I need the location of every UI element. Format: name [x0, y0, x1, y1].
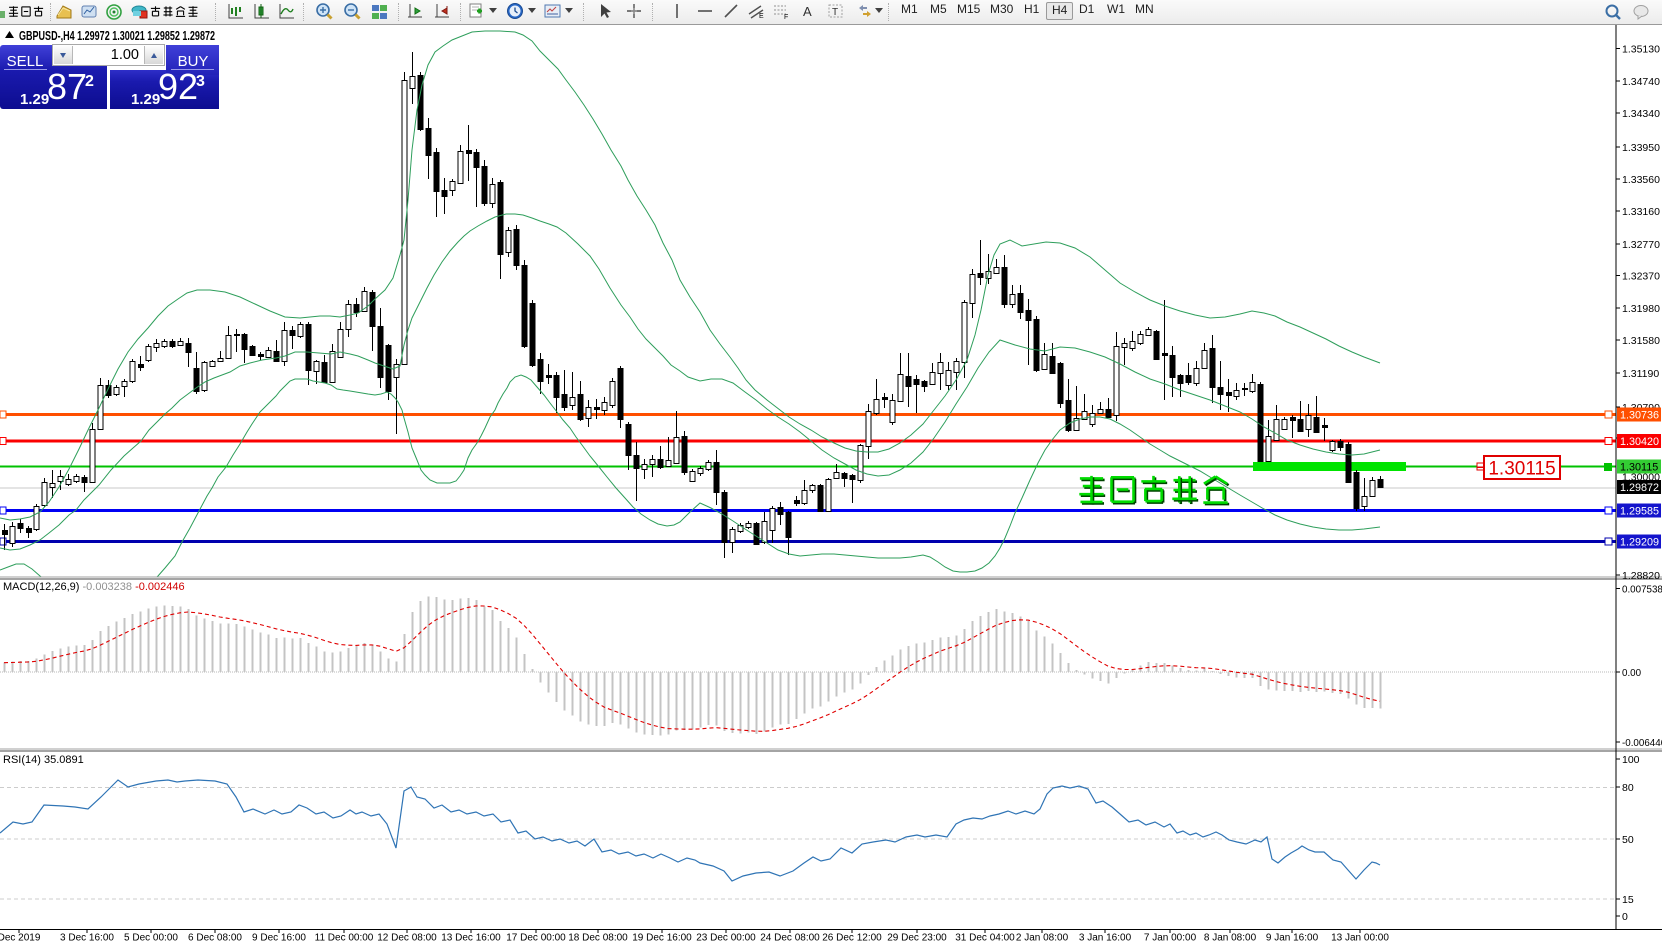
- svg-text:1.28820: 1.28820: [1622, 570, 1660, 582]
- svg-text:13 Jan 00:00: 13 Jan 00:00: [1331, 933, 1389, 943]
- svg-text:19 Dec 16:00: 19 Dec 16:00: [632, 933, 692, 943]
- svg-text:100: 100: [1622, 754, 1640, 766]
- svg-text:2 Jan 08:00: 2 Jan 08:00: [1016, 933, 1069, 943]
- svg-text:26 Dec 12:00: 26 Dec 12:00: [822, 933, 882, 943]
- svg-text:1.34740: 1.34740: [1622, 76, 1660, 88]
- svg-text:18 Dec 08:00: 18 Dec 08:00: [568, 933, 628, 943]
- svg-text:F: F: [784, 14, 788, 21]
- svg-text:9 Dec 16:00: 9 Dec 16:00: [252, 933, 306, 943]
- svg-text:11 Dec 00:00: 11 Dec 00:00: [315, 933, 374, 943]
- svg-text:9 Jan 16:00: 9 Jan 16:00: [1266, 933, 1319, 943]
- svg-text:31 Dec 04:00: 31 Dec 04:00: [955, 933, 1015, 943]
- svg-text:A: A: [803, 4, 812, 19]
- svg-text:Dec 2019: Dec 2019: [0, 933, 41, 943]
- svg-text:T: T: [832, 7, 838, 18]
- svg-text:8 Jan 08:00: 8 Jan 08:00: [1204, 933, 1257, 943]
- svg-text:23 Dec 00:00: 23 Dec 00:00: [696, 933, 756, 943]
- svg-text:3 Dec 16:00: 3 Dec 16:00: [60, 933, 114, 943]
- svg-text:80: 80: [1622, 782, 1634, 794]
- svg-text:50: 50: [1622, 834, 1634, 846]
- svg-text:0.00: 0.00: [1622, 668, 1642, 679]
- svg-text:1.30115: 1.30115: [1488, 459, 1555, 480]
- svg-text:1.31580: 1.31580: [1622, 335, 1660, 347]
- svg-text:1.29585: 1.29585: [1620, 506, 1659, 518]
- svg-text:29 Dec 23:00: 29 Dec 23:00: [887, 933, 947, 943]
- svg-text:1.33950: 1.33950: [1622, 142, 1660, 154]
- svg-text:1.35130: 1.35130: [1622, 43, 1660, 55]
- svg-text:RSI(14) 35.0891: RSI(14) 35.0891: [3, 754, 84, 766]
- svg-text:12 Dec 08:00: 12 Dec 08:00: [377, 933, 437, 943]
- svg-text:1.32770: 1.32770: [1622, 239, 1660, 251]
- svg-text:GBPUSD-,H4 1.29972 1.30021 1.: GBPUSD-,H4 1.29972 1.30021 1.29852 1.298…: [19, 29, 215, 43]
- svg-text:0: 0: [1622, 911, 1628, 923]
- svg-text:6 Dec 08:00: 6 Dec 08:00: [188, 933, 242, 943]
- svg-text:1.31190: 1.31190: [1622, 368, 1659, 380]
- svg-text:7 Jan 00:00: 7 Jan 00:00: [1144, 933, 1197, 943]
- svg-text:1.31980: 1.31980: [1622, 303, 1660, 315]
- svg-text:1.30736: 1.30736: [1620, 410, 1659, 422]
- svg-text:1.33160: 1.33160: [1622, 206, 1660, 218]
- svg-text:15: 15: [1622, 894, 1634, 906]
- svg-text:1.29872: 1.29872: [1620, 482, 1659, 494]
- svg-text:1.33560: 1.33560: [1622, 174, 1660, 186]
- svg-text:1.34340: 1.34340: [1622, 108, 1660, 120]
- svg-text:1.29209: 1.29209: [1620, 537, 1659, 549]
- svg-text:24 Dec 08:00: 24 Dec 08:00: [760, 933, 820, 943]
- svg-text:17 Dec 00:00: 17 Dec 00:00: [506, 933, 566, 943]
- svg-text:0.007538: 0.007538: [1622, 584, 1662, 595]
- svg-text:E: E: [759, 13, 764, 20]
- svg-text:13 Dec 16:00: 13 Dec 16:00: [441, 933, 501, 943]
- svg-text:1.30115: 1.30115: [1620, 462, 1658, 474]
- svg-text:1.30420: 1.30420: [1620, 436, 1659, 448]
- svg-text:3 Jan 16:00: 3 Jan 16:00: [1079, 933, 1132, 943]
- svg-text:-0.006446: -0.006446: [1622, 738, 1662, 749]
- svg-text:5 Dec 00:00: 5 Dec 00:00: [124, 933, 178, 943]
- svg-text:1.32370: 1.32370: [1622, 270, 1660, 282]
- svg-text:MACD(12,26,9) -0.003238 -0.002: MACD(12,26,9) -0.003238 -0.002446: [3, 581, 185, 593]
